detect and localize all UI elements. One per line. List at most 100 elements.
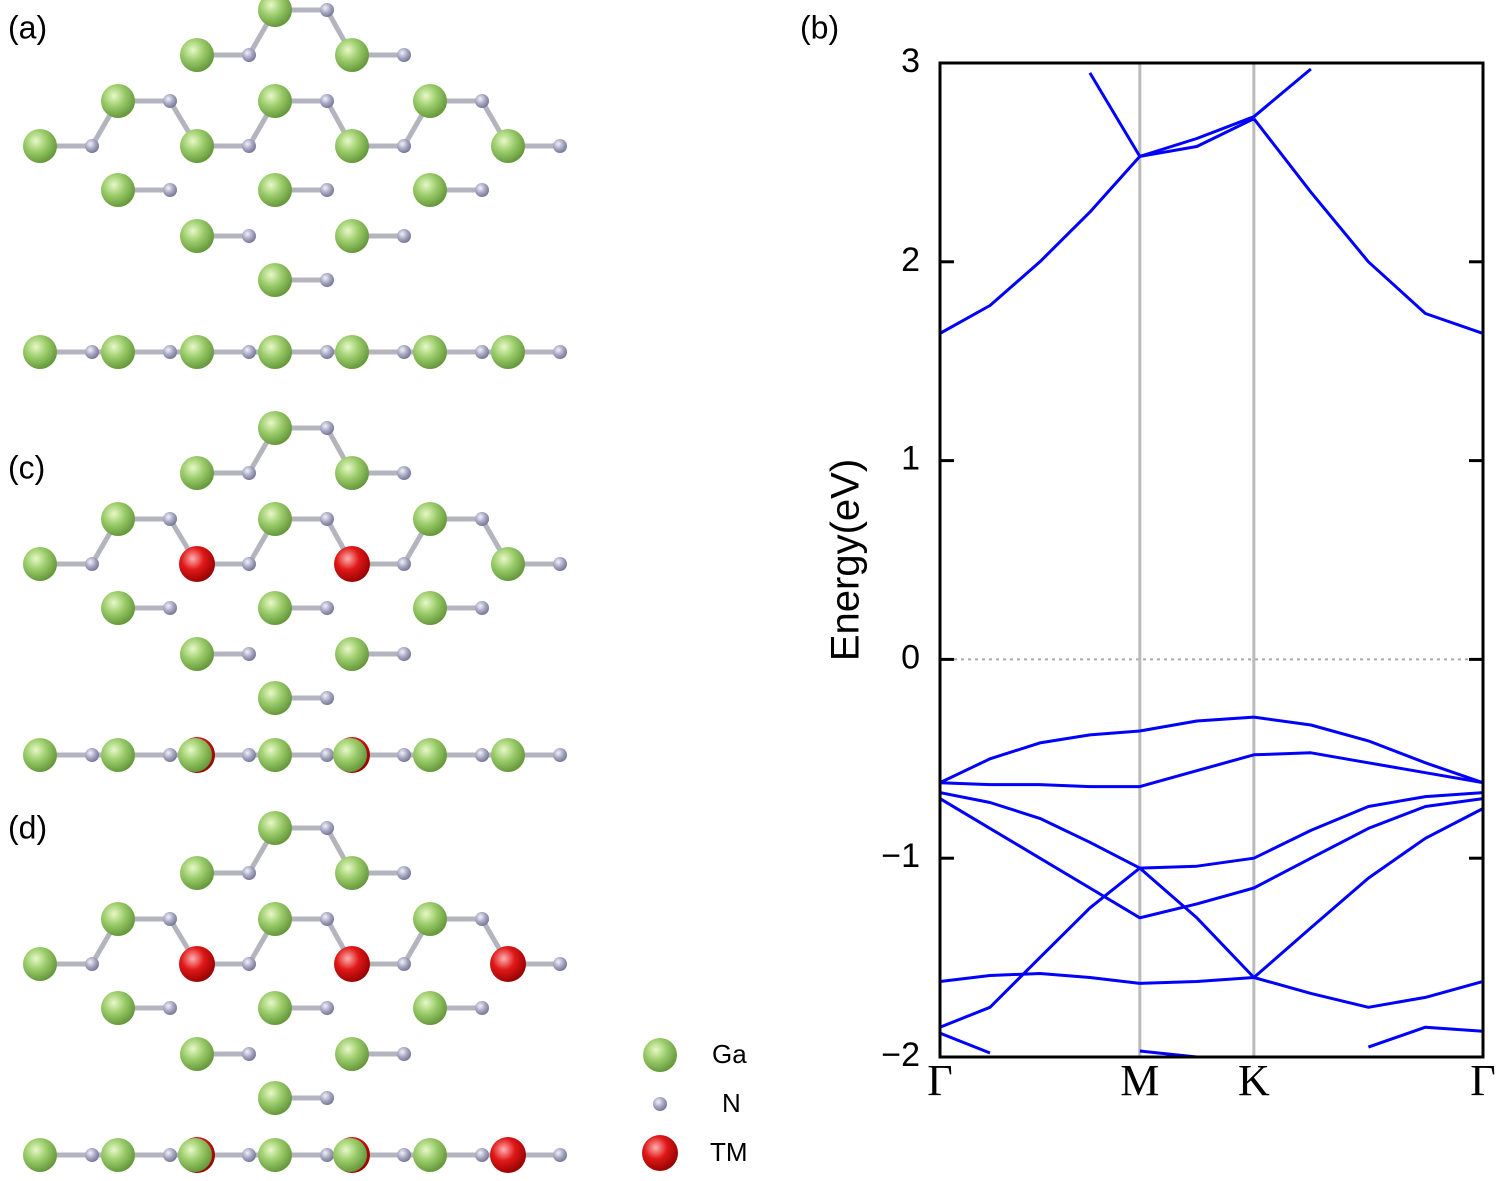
ga-atom (101, 591, 135, 625)
n-atom (163, 1001, 177, 1015)
ga-atom (491, 129, 525, 163)
ga-atom (333, 1138, 367, 1172)
n-atom (242, 345, 256, 359)
panel-label: (d) (8, 809, 47, 845)
ga-atom (258, 1138, 292, 1172)
n-atom (475, 345, 489, 359)
legend-ga-icon (643, 1038, 677, 1072)
n-atom (475, 1001, 489, 1015)
n-atom (320, 94, 334, 108)
n-atom (397, 229, 411, 243)
tm-atom (490, 1137, 526, 1173)
n-atom (397, 557, 411, 571)
ga-atom (258, 738, 292, 772)
n-atom (242, 466, 256, 480)
n-atom (163, 512, 177, 526)
n-atom (320, 183, 334, 197)
n-atom (475, 512, 489, 526)
n-atom (320, 912, 334, 926)
y-tick-label: 3 (901, 42, 920, 80)
panel-label: (b) (800, 9, 839, 45)
y-axis-label: Energy(eV) (824, 459, 868, 661)
ga-atom (178, 1138, 212, 1172)
n-atom (397, 748, 411, 762)
ga-atom (258, 591, 292, 625)
ga-atom (413, 335, 447, 369)
band (1088, 67, 1312, 158)
ga-atom (335, 1037, 369, 1071)
legend-label: N (722, 1088, 741, 1118)
n-atom (320, 1148, 334, 1162)
ga-atom (23, 738, 57, 772)
n-atom (475, 1148, 489, 1162)
ga-atom (101, 902, 135, 936)
ga-atom (23, 1138, 57, 1172)
ga-atom (180, 456, 214, 490)
n-atom (320, 601, 334, 615)
n-atom (320, 691, 334, 705)
n-atom (242, 139, 256, 153)
ga-atom (335, 856, 369, 890)
ga-atom (491, 547, 525, 581)
n-atom (242, 48, 256, 62)
ga-atom (335, 129, 369, 163)
n-atom (85, 557, 99, 571)
ga-atom (101, 335, 135, 369)
n-atom (553, 557, 567, 571)
legend-tm-icon (642, 1135, 678, 1171)
ga-atom (180, 129, 214, 163)
n-atom (320, 512, 334, 526)
ga-atom (491, 335, 525, 369)
band (940, 715, 1483, 785)
ga-atom (413, 902, 447, 936)
n-atom (397, 139, 411, 153)
ga-atom (258, 335, 292, 369)
n-atom (553, 748, 567, 762)
ga-atom (101, 173, 135, 207)
n-atom (163, 601, 177, 615)
n-atom (242, 647, 256, 661)
ga-atom (101, 1138, 135, 1172)
ga-atom (258, 681, 292, 715)
tm-atom (179, 546, 215, 582)
n-atom (320, 821, 334, 835)
x-tick-label: M (1120, 1056, 1159, 1105)
n-atom (163, 912, 177, 926)
tm-atom (334, 946, 370, 982)
n-atom (475, 183, 489, 197)
n-atom (85, 957, 99, 971)
ga-atom (413, 1138, 447, 1172)
ga-atom (413, 591, 447, 625)
n-atom (320, 1091, 334, 1105)
n-atom (397, 345, 411, 359)
n-atom (242, 957, 256, 971)
y-tick-label: 2 (901, 241, 920, 279)
tm-atom (179, 946, 215, 982)
n-atom (242, 1047, 256, 1061)
ga-atom (258, 1081, 292, 1115)
n-atom (553, 139, 567, 153)
tm-atom (490, 946, 526, 982)
n-atom (85, 139, 99, 153)
ga-atom (413, 173, 447, 207)
n-atom (320, 345, 334, 359)
ga-atom (335, 219, 369, 253)
ga-atom (333, 738, 367, 772)
panel-label: (a) (8, 9, 47, 45)
n-atom (475, 601, 489, 615)
n-atom (163, 94, 177, 108)
n-atom (475, 94, 489, 108)
n-atom (163, 183, 177, 197)
ga-atom (491, 738, 525, 772)
ga-atom (258, 991, 292, 1025)
x-tick-label: Γ (927, 1056, 952, 1105)
band (940, 751, 1483, 789)
ga-atom (101, 502, 135, 536)
ga-atom (335, 335, 369, 369)
band (940, 797, 1483, 920)
legend-n-icon (653, 1097, 667, 1111)
ga-atom (258, 84, 292, 118)
n-atom (163, 748, 177, 762)
